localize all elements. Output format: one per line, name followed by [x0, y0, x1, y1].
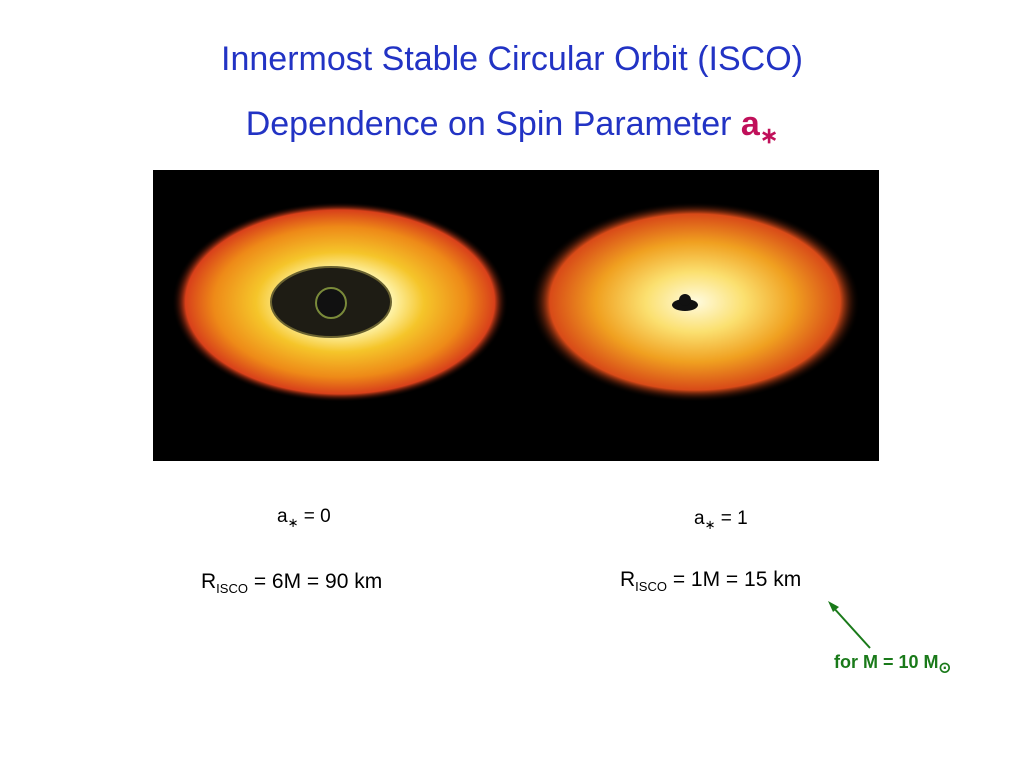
- value: = 1: [720, 508, 748, 529]
- symbol: a: [277, 506, 288, 527]
- radius-label: RISCO = 1M = 15 km: [620, 568, 801, 594]
- symbol: R: [201, 570, 217, 593]
- title-line2: Dependence on Spin Parameter a∗: [0, 105, 1024, 149]
- note: for M = 10 M⊙: [834, 652, 951, 677]
- symbol: R: [620, 568, 636, 591]
- sub: ISCO: [635, 579, 667, 595]
- sub: ISCO: [216, 581, 248, 597]
- value: = 6M = 90 km: [253, 570, 383, 593]
- note-sub: ⊙: [938, 659, 952, 677]
- sub: ∗: [704, 516, 716, 532]
- title-text: Dependence on Spin Parameter: [245, 105, 732, 143]
- spin-label: a∗ = 0: [277, 506, 331, 531]
- value: = 0: [303, 506, 331, 527]
- disk-image: [153, 170, 879, 461]
- radius-label: RISCO = 6M = 90 km: [201, 570, 382, 596]
- hole-left: [315, 287, 347, 319]
- title-symbol-sub: ∗: [759, 122, 779, 148]
- sub: ∗: [287, 514, 299, 530]
- arrow: [828, 601, 871, 649]
- symbol: a: [694, 508, 705, 529]
- value: = 1M = 15 km: [672, 568, 802, 591]
- hole-right-top: [679, 294, 691, 306]
- note-text: for M = 10 M: [834, 652, 939, 672]
- spin-label: a∗ = 1: [694, 508, 748, 533]
- title-line1: Innermost Stable Circular Orbit (ISCO): [221, 40, 803, 78]
- title-symbol: a: [740, 105, 760, 143]
